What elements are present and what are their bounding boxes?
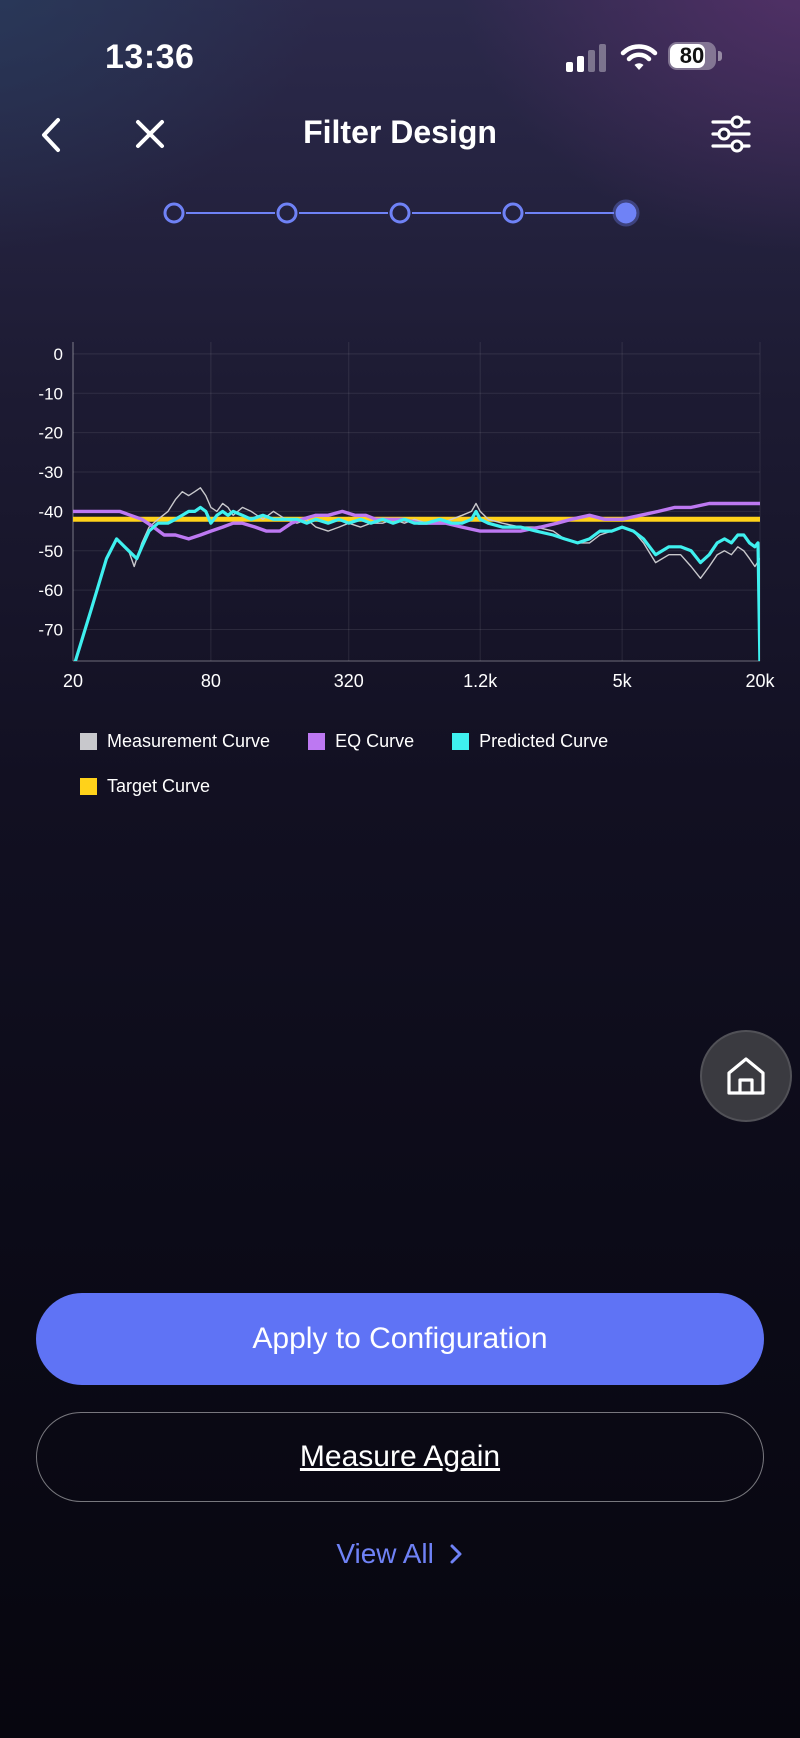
step-dot-active-ring bbox=[612, 199, 640, 227]
legend-item-eq: EQ Curve bbox=[308, 731, 414, 752]
step-dot bbox=[276, 202, 298, 224]
x-tick-label: 20 bbox=[63, 671, 83, 691]
series-line-eq-curve bbox=[73, 501, 760, 541]
y-tick-label: -10 bbox=[38, 384, 63, 403]
chart-legend: Measurement Curve EQ Curve Predicted Cur… bbox=[80, 726, 760, 816]
y-tick-label: -60 bbox=[38, 581, 63, 600]
legend-swatch bbox=[308, 732, 326, 750]
step-dot bbox=[502, 202, 524, 224]
legend-label: Measurement Curve bbox=[107, 730, 271, 751]
battery-level: 80 bbox=[679, 43, 705, 68]
y-tick-label: -20 bbox=[38, 424, 63, 443]
progress-stepper bbox=[163, 199, 640, 227]
legend-swatch bbox=[80, 777, 97, 795]
legend-item-measurement: Measurement Curve bbox=[80, 731, 270, 752]
step-dot bbox=[615, 202, 637, 224]
legend-swatch bbox=[452, 732, 470, 750]
x-tick-label: 1.2k bbox=[463, 671, 498, 691]
x-tick-label: 20k bbox=[745, 671, 775, 691]
measure-again-button[interactable]: Measure Again bbox=[36, 1412, 764, 1502]
frequency-response-chart: 0 -10 -20 -30 -40 -50 -60 -70 20 80 320 1.2k 5k 20k bbox=[38, 342, 776, 691]
y-tick-label: -70 bbox=[38, 621, 63, 640]
chevron-right-icon bbox=[450, 1544, 462, 1564]
view-all-label: View All bbox=[336, 1538, 434, 1569]
close-icon[interactable] bbox=[130, 114, 170, 154]
view-all-link[interactable]: View All bbox=[300, 1538, 500, 1570]
series-line-measurement-curve bbox=[74, 487, 760, 661]
x-tick-label: 80 bbox=[201, 671, 221, 691]
x-tick-label: 5k bbox=[613, 671, 633, 691]
y-tick-label: 0 bbox=[54, 345, 63, 364]
status-time: 13:36 bbox=[105, 38, 195, 76]
wifi-icon bbox=[620, 44, 658, 70]
page-title: Filter Design bbox=[303, 114, 497, 150]
legend-item-target: Target Curve bbox=[80, 776, 210, 797]
legend-label: Target Curve bbox=[107, 775, 211, 796]
battery-icon: 80 bbox=[668, 42, 724, 72]
step-dot bbox=[163, 202, 185, 224]
home-button[interactable] bbox=[700, 1030, 792, 1122]
apply-to-configuration-button[interactable]: Apply to Configuration bbox=[36, 1293, 764, 1385]
legend-label: Predicted Curve bbox=[479, 730, 609, 751]
legend-item-predicted: Predicted Curve bbox=[452, 731, 608, 752]
back-chevron-icon[interactable] bbox=[36, 112, 68, 158]
series-line-predicted-curve bbox=[73, 505, 760, 661]
sliders-icon[interactable] bbox=[710, 114, 752, 154]
y-tick-label: -50 bbox=[38, 542, 63, 561]
y-tick-label: -40 bbox=[38, 502, 63, 521]
step-dot bbox=[389, 202, 411, 224]
y-tick-label: -30 bbox=[38, 463, 63, 482]
home-icon bbox=[727, 1057, 765, 1095]
signal-icon bbox=[566, 44, 606, 72]
x-tick-label: 320 bbox=[334, 671, 364, 691]
legend-label: EQ Curve bbox=[335, 730, 415, 751]
legend-swatch bbox=[80, 732, 97, 750]
